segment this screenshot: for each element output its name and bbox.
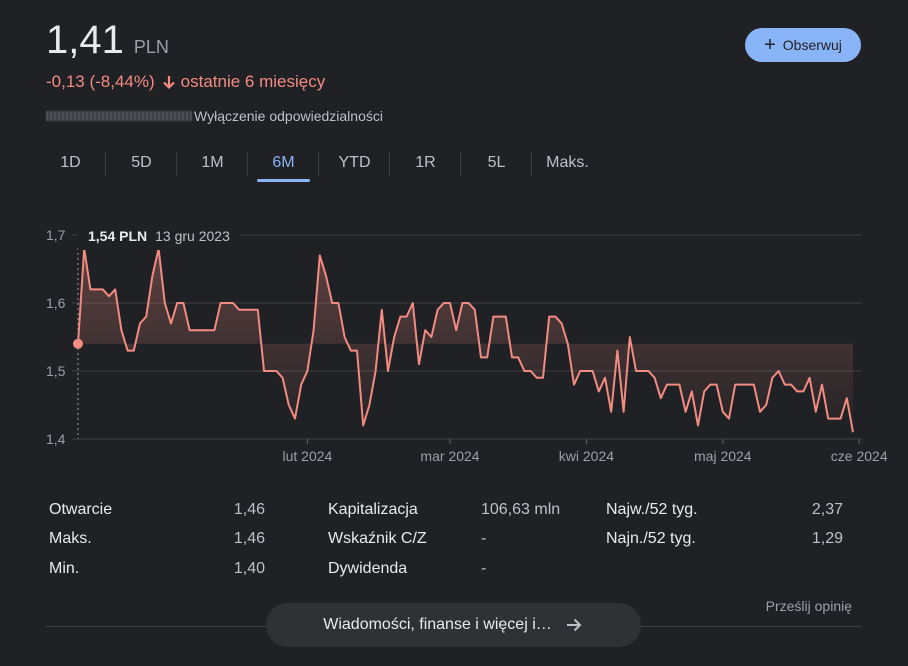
follow-button[interactable]: + Obserwuj — [745, 28, 861, 62]
feedback-link[interactable]: Prześlij opinię — [765, 598, 852, 614]
stat-row-low: Min. 1,40 — [49, 554, 265, 584]
stat-label: Najn./52 tyg. — [606, 530, 696, 548]
price-change: -0,13 (-8,44%) — [46, 72, 155, 91]
chart-tooltip: 1,54 PLN 13 gru 2023 — [78, 222, 240, 250]
stat-row-pe-ratio: Wskaźnik C/Z - — [328, 525, 567, 555]
stat-row-52w-high: Najw./52 tyg. 2,37 — [606, 495, 843, 525]
price-change-row: -0,13 (-8,44%) ostatnie 6 miesięcy — [46, 72, 325, 92]
plus-icon: + — [764, 34, 776, 56]
tab-max[interactable]: Maks. — [532, 148, 603, 178]
tab-label: 5L — [487, 154, 506, 171]
price-area — [78, 248, 853, 433]
stat-row-high: Maks. 1,46 — [49, 525, 265, 555]
news-button-label: Wiadomości, finanse i więcej i… — [323, 616, 552, 633]
tab-label: Maks. — [546, 154, 589, 171]
y-tick-label: 1,4 — [46, 431, 66, 447]
current-price: 1,41 — [46, 18, 124, 62]
stat-row-open: Otwarcie 1,46 — [49, 495, 265, 525]
stat-value: 1,29 — [811, 530, 843, 548]
tab-label: YTD — [338, 154, 371, 171]
arrow-down-icon — [162, 76, 175, 90]
news-more-button[interactable]: Wiadomości, finanse i więcej i… — [266, 603, 641, 647]
hover-point — [73, 338, 83, 349]
price-chart[interactable]: 1,7 1,6 1,5 1,4 lut 2024 mar 2024 kwi 2024 maj… — [0, 0, 908, 480]
stat-label: Dywidenda — [328, 559, 408, 577]
y-tick-label: 1,7 — [46, 227, 66, 243]
x-tick-label: lut 2024 — [282, 448, 332, 464]
stats-col-2: Kapitalizacja 106,63 mln Wskaźnik C/Z - Dy… — [328, 495, 567, 584]
tab-label: 5D — [131, 154, 152, 171]
tab-label: 1D — [60, 154, 81, 171]
tab-1r[interactable]: 1R — [390, 148, 461, 178]
tab-ytd[interactable]: YTD — [319, 148, 390, 178]
stats-col-3: Najw./52 tyg. 2,37 Najn./52 tyg. 1,29 — [606, 495, 843, 554]
range-tabs: 1D 5D 1M 6M YTD 1R 5L Maks. — [35, 148, 603, 182]
x-tick-label: mar 2024 — [420, 448, 479, 464]
stat-label: Najw./52 tyg. — [606, 500, 698, 518]
tab-1m[interactable]: 1M — [177, 148, 248, 178]
stat-value: - — [481, 559, 487, 577]
stat-value: 2,37 — [811, 500, 843, 518]
y-tick-label: 1,6 — [46, 295, 66, 311]
currency: PLN — [133, 37, 169, 57]
stat-row-dividend: Dywidenda - — [328, 554, 567, 584]
stat-label: Kapitalizacja — [328, 500, 418, 518]
y-tick-label: 1,5 — [46, 363, 66, 379]
x-tick-label: maj 2024 — [694, 448, 752, 464]
source-row: Wyłączenie odpowiedzialności — [46, 108, 383, 124]
x-tick-label: cze 2024 — [831, 448, 888, 464]
stat-value: - — [481, 530, 487, 548]
tab-6m[interactable]: 6M — [248, 148, 319, 182]
active-tab-indicator — [257, 179, 310, 182]
stats-col-1: Otwarcie 1,46 Maks. 1,46 Min. 1,40 — [49, 495, 265, 584]
tab-5l[interactable]: 5L — [461, 148, 532, 178]
stat-value: 1,46 — [233, 530, 265, 548]
tab-5d[interactable]: 5D — [106, 148, 177, 178]
price-line — [77, 247, 854, 433]
follow-label: Obserwuj — [782, 37, 842, 53]
blurred-source-text — [46, 111, 192, 121]
disclaimer-link[interactable]: Wyłączenie odpowiedzialności — [194, 108, 383, 124]
stat-label: Otwarcie — [49, 500, 113, 518]
stat-value: 1,40 — [233, 559, 265, 577]
price-header: 1,41 PLN — [46, 18, 169, 63]
stat-row-52w-low: Najn./52 tyg. 1,29 — [606, 525, 843, 555]
x-tick-label: kwi 2024 — [559, 448, 614, 464]
stat-value: 1,46 — [233, 500, 265, 518]
stat-label: Maks. — [49, 530, 92, 548]
stat-row-market-cap: Kapitalizacja 106,63 mln — [328, 495, 567, 525]
stat-value: 106,63 mln — [481, 500, 561, 518]
tab-label: 6M — [272, 154, 295, 171]
tooltip-price: 1,54 PLN — [88, 228, 148, 244]
arrow-right-icon — [566, 618, 582, 632]
stat-label: Min. — [49, 559, 80, 577]
tab-1d[interactable]: 1D — [35, 148, 106, 178]
stat-label: Wskaźnik C/Z — [328, 530, 427, 548]
tab-label: 1M — [201, 154, 224, 171]
change-period: ostatnie 6 miesięcy — [180, 72, 326, 91]
tooltip-date: 13 gru 2023 — [155, 228, 230, 244]
tab-label: 1R — [415, 154, 436, 171]
